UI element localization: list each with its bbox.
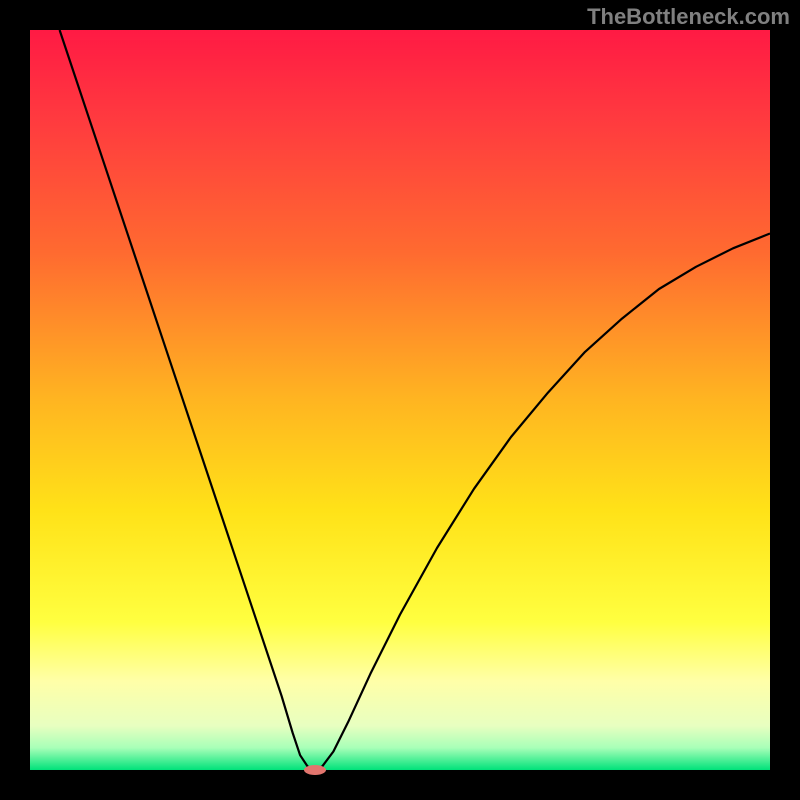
watermark-text: TheBottleneck.com [587, 4, 790, 30]
optimum-marker [304, 765, 326, 775]
chart-container: TheBottleneck.com [0, 0, 800, 800]
plot-area [30, 30, 770, 770]
curve-svg [30, 30, 770, 770]
bottleneck-curve [60, 30, 770, 770]
